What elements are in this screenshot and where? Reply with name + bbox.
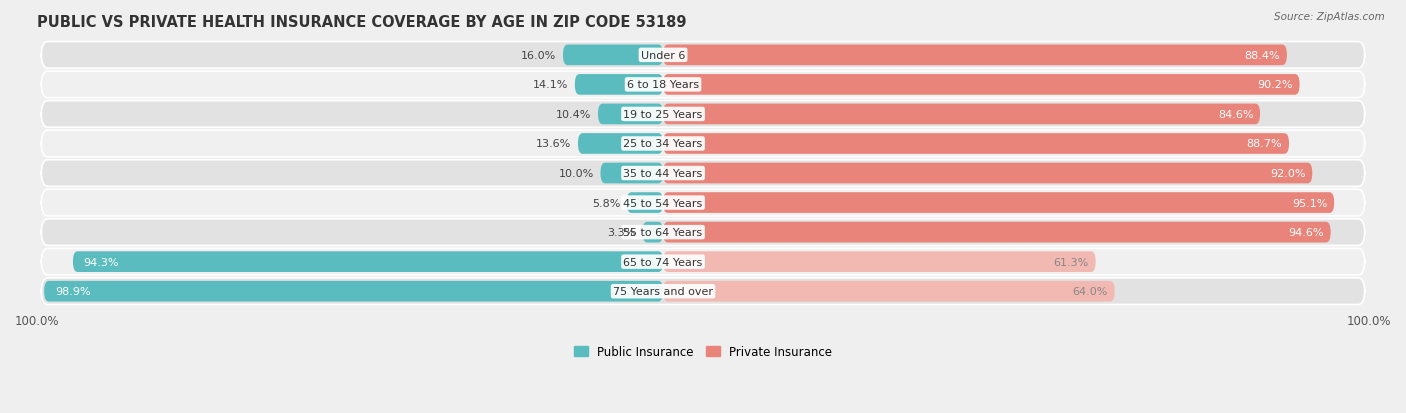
FancyBboxPatch shape [664, 75, 1299, 95]
Text: 90.2%: 90.2% [1257, 80, 1294, 90]
FancyBboxPatch shape [643, 222, 664, 243]
Text: Under 6: Under 6 [641, 51, 685, 61]
FancyBboxPatch shape [600, 163, 664, 184]
Text: 94.6%: 94.6% [1288, 228, 1324, 237]
Text: 94.3%: 94.3% [83, 257, 120, 267]
Text: 88.7%: 88.7% [1247, 139, 1282, 149]
Text: 55 to 64 Years: 55 to 64 Years [623, 228, 703, 237]
FancyBboxPatch shape [664, 281, 1115, 302]
Text: 19 to 25 Years: 19 to 25 Years [623, 110, 703, 120]
Text: 75 Years and over: 75 Years and over [613, 287, 713, 297]
FancyBboxPatch shape [664, 252, 1095, 272]
FancyBboxPatch shape [41, 219, 1365, 246]
Text: 3.3%: 3.3% [607, 228, 636, 237]
Text: 10.0%: 10.0% [558, 169, 593, 178]
FancyBboxPatch shape [578, 134, 664, 154]
FancyBboxPatch shape [664, 222, 1330, 243]
Text: 13.6%: 13.6% [536, 139, 571, 149]
FancyBboxPatch shape [41, 190, 1365, 216]
Text: 35 to 44 Years: 35 to 44 Years [623, 169, 703, 178]
FancyBboxPatch shape [41, 72, 1365, 98]
Text: 61.3%: 61.3% [1053, 257, 1090, 267]
FancyBboxPatch shape [575, 75, 664, 95]
FancyBboxPatch shape [41, 249, 1365, 275]
Text: 95.1%: 95.1% [1292, 198, 1327, 208]
Text: 14.1%: 14.1% [533, 80, 568, 90]
FancyBboxPatch shape [73, 252, 664, 272]
Text: 16.0%: 16.0% [522, 51, 557, 61]
Text: 88.4%: 88.4% [1244, 51, 1281, 61]
Text: 25 to 34 Years: 25 to 34 Years [623, 139, 703, 149]
FancyBboxPatch shape [664, 104, 1260, 125]
FancyBboxPatch shape [41, 101, 1365, 128]
Legend: Public Insurance, Private Insurance: Public Insurance, Private Insurance [569, 341, 837, 363]
Text: 64.0%: 64.0% [1073, 287, 1108, 297]
Text: 65 to 74 Years: 65 to 74 Years [623, 257, 703, 267]
FancyBboxPatch shape [41, 43, 1365, 69]
Text: 5.8%: 5.8% [592, 198, 620, 208]
Text: 92.0%: 92.0% [1270, 169, 1306, 178]
FancyBboxPatch shape [627, 193, 664, 214]
Text: PUBLIC VS PRIVATE HEALTH INSURANCE COVERAGE BY AGE IN ZIP CODE 53189: PUBLIC VS PRIVATE HEALTH INSURANCE COVER… [37, 15, 686, 30]
Text: 84.6%: 84.6% [1218, 110, 1253, 120]
FancyBboxPatch shape [664, 134, 1289, 154]
Text: 98.9%: 98.9% [55, 287, 90, 297]
FancyBboxPatch shape [598, 104, 664, 125]
FancyBboxPatch shape [664, 193, 1334, 214]
Text: 45 to 54 Years: 45 to 54 Years [623, 198, 703, 208]
FancyBboxPatch shape [664, 163, 1312, 184]
FancyBboxPatch shape [41, 131, 1365, 157]
FancyBboxPatch shape [41, 278, 1365, 305]
Text: Source: ZipAtlas.com: Source: ZipAtlas.com [1274, 12, 1385, 22]
FancyBboxPatch shape [44, 281, 664, 302]
FancyBboxPatch shape [41, 160, 1365, 187]
Text: 10.4%: 10.4% [555, 110, 592, 120]
Text: 6 to 18 Years: 6 to 18 Years [627, 80, 699, 90]
FancyBboxPatch shape [664, 45, 1286, 66]
FancyBboxPatch shape [562, 45, 664, 66]
